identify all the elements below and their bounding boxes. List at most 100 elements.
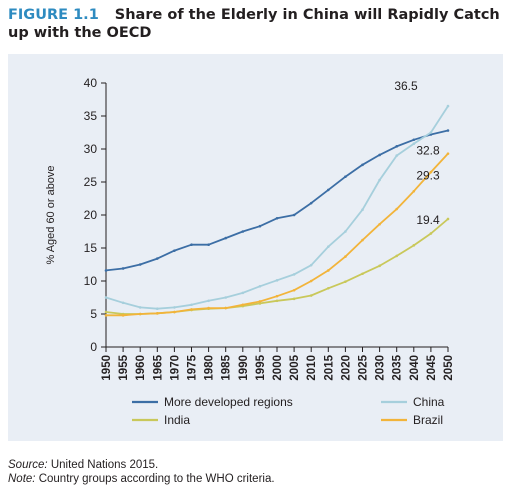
end-value-label: 19.4: [416, 213, 440, 227]
x-tick-label: 2005: [289, 354, 301, 380]
y-tick-label: 20: [84, 208, 98, 222]
data-point-more-developed-regions: [412, 138, 416, 142]
x-tick-label: 2000: [272, 355, 284, 381]
y-tick-label: 5: [90, 307, 97, 321]
data-point-china: [412, 142, 416, 146]
note-label: Note:: [8, 473, 36, 485]
data-point-brazil: [378, 222, 381, 226]
y-tick-label: 30: [84, 142, 98, 156]
source-text: United Nations 2015.: [50, 459, 159, 471]
data-point-china: [327, 245, 330, 248]
data-point-china: [190, 303, 193, 307]
data-point-more-developed-regions: [121, 267, 125, 270]
x-tick-label: 1990: [238, 355, 250, 381]
data-point-china: [309, 263, 313, 267]
data-point-brazil: [224, 306, 227, 310]
data-point-more-developed-regions: [344, 175, 347, 179]
data-point-china: [275, 279, 279, 282]
x-tick-label: 2025: [358, 354, 370, 380]
data-point-brazil: [207, 306, 210, 310]
x-tick-label: 1960: [135, 355, 147, 381]
data-point-india: [292, 297, 296, 301]
data-point-brazil: [292, 288, 296, 292]
data-point-more-developed-regions: [207, 243, 210, 246]
x-tick-label: 1975: [187, 354, 199, 380]
data-point-china: [138, 306, 142, 309]
data-point-brazil: [412, 189, 416, 193]
data-point-more-developed-regions: [258, 224, 262, 228]
legend-label-more-developed-regions: More developed regions: [164, 395, 293, 409]
y-tick-label: 40: [84, 76, 98, 90]
data-point-china: [429, 131, 433, 134]
figure-label: FIGURE 1.1: [8, 7, 99, 23]
y-tick-label: 15: [84, 241, 98, 255]
note-text: Country groups according to the WHO crit…: [38, 473, 275, 485]
data-point-more-developed-regions: [224, 236, 227, 240]
data-point-india: [344, 280, 347, 283]
data-point-india: [361, 272, 364, 276]
end-value-label: 36.5: [394, 79, 418, 93]
x-tick-label: 1970: [169, 355, 181, 381]
x-tick-label: 2035: [392, 354, 404, 380]
data-point-more-developed-regions: [327, 188, 330, 192]
data-point-china: [446, 104, 450, 108]
data-point-india: [395, 254, 399, 258]
data-point-more-developed-regions: [292, 213, 296, 217]
data-point-more-developed-regions: [173, 249, 176, 252]
x-tick-label: 2040: [409, 355, 421, 381]
data-point-china: [395, 154, 399, 157]
y-tick-label: 0: [90, 340, 97, 354]
data-point-brazil: [429, 170, 433, 174]
x-tick-label: 2050: [443, 355, 455, 381]
x-tick-label: 2045: [426, 354, 438, 380]
data-point-more-developed-regions: [138, 263, 142, 266]
data-point-india: [327, 286, 330, 290]
data-point-china: [378, 178, 381, 182]
data-point-india: [275, 299, 279, 303]
end-value-label: 32.8: [416, 144, 440, 158]
source-note: Source: United Nations 2015.: [8, 458, 275, 472]
x-tick-label: 1985: [221, 354, 233, 380]
data-point-china: [224, 296, 227, 299]
data-point-more-developed-regions: [395, 145, 399, 148]
x-tick-label: 2030: [375, 355, 387, 381]
x-tick-label: 2010: [306, 355, 318, 381]
data-point-more-developed-regions: [361, 163, 364, 167]
legend-label-china: China: [413, 395, 445, 409]
data-point-more-developed-regions: [309, 201, 313, 205]
data-point-china: [292, 273, 296, 276]
series-line-more-developed-regions: [105, 129, 449, 272]
data-point-more-developed-regions: [275, 217, 279, 220]
source-label: Source:: [8, 459, 48, 471]
note: Note: Country groups according to the WH…: [8, 472, 275, 486]
data-point-brazil: [327, 269, 330, 272]
data-point-china: [121, 301, 125, 305]
data-point-brazil: [104, 314, 108, 317]
data-point-brazil: [395, 207, 399, 211]
data-point-brazil: [446, 152, 450, 155]
data-point-india: [412, 244, 416, 247]
x-tick-label: 1955: [118, 354, 130, 380]
y-tick-label: 35: [84, 109, 98, 123]
data-point-brazil: [173, 310, 176, 314]
data-point-more-developed-regions: [156, 257, 159, 260]
data-point-more-developed-regions: [378, 153, 381, 157]
data-point-brazil: [344, 255, 347, 258]
y-tick-label: 25: [84, 175, 98, 189]
data-point-india: [446, 217, 450, 221]
data-point-china: [173, 306, 176, 309]
figure-notes: Source: United Nations 2015. Note: Count…: [8, 458, 275, 486]
data-point-more-developed-regions: [241, 230, 245, 233]
data-point-brazil: [361, 238, 364, 242]
figure-title: Share of the Elderly in China will Rapid…: [8, 7, 500, 41]
data-point-china: [207, 299, 210, 303]
data-point-china: [156, 307, 159, 311]
x-tick-label: 2020: [340, 355, 352, 381]
data-point-india: [378, 264, 381, 268]
data-point-more-developed-regions: [190, 243, 193, 246]
data-point-brazil: [309, 279, 313, 283]
x-tick-label: 1995: [255, 354, 267, 380]
x-tick-label: 2015: [323, 354, 335, 380]
data-point-brazil: [190, 308, 193, 311]
